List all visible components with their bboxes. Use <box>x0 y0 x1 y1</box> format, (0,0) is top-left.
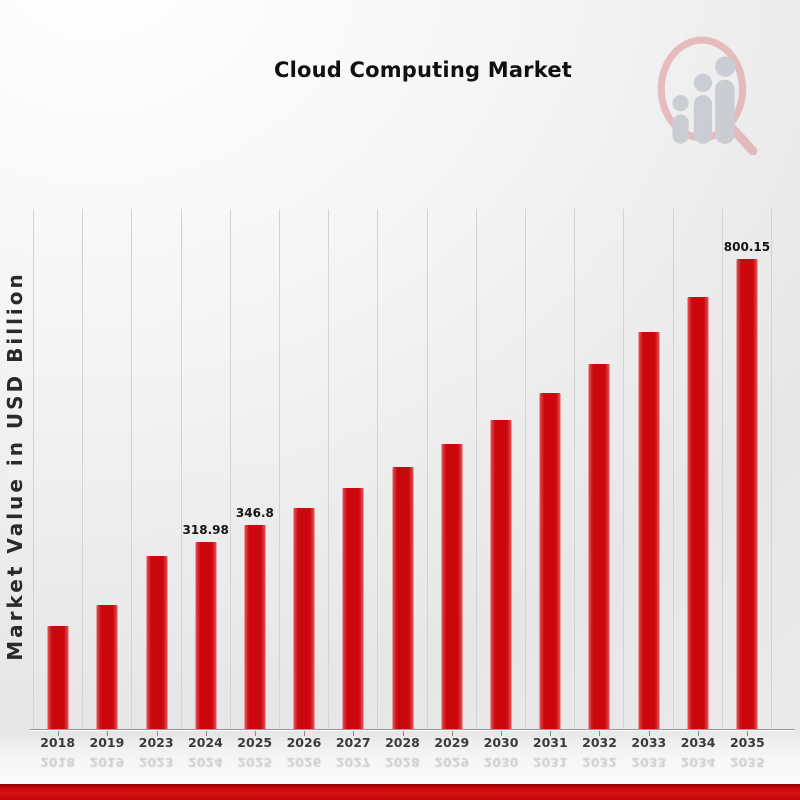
x-axis-tick <box>451 730 453 736</box>
x-axis-tick <box>107 730 109 736</box>
x-axis-label-reflection-2023: 2023 <box>138 755 174 770</box>
bar-2031 <box>539 392 561 729</box>
x-axis-tick <box>746 730 748 736</box>
footer-red-stripe <box>0 784 800 800</box>
x-axis-labels-row: 2018 2019 2023 2024 2025 2026 2027 2028 2029 2030… <box>33 735 772 750</box>
x-axis-label-2032: 2032 <box>582 735 617 750</box>
x-axis-tick <box>648 730 650 736</box>
bar-2033 <box>638 331 660 729</box>
x-axis-tick <box>254 730 256 736</box>
bar-2035 <box>736 259 758 729</box>
category-cell-2018 <box>33 209 82 736</box>
category-cell-2024: 318.98 <box>180 209 230 736</box>
x-axis-labels-reflection-row: 2018 2019 2023 2024 2025 2026 2027 2028 2029 2030… <box>33 755 772 770</box>
bar-2028 <box>392 467 414 729</box>
x-axis-label-2018: 2018 <box>40 735 76 750</box>
category-cell-2027 <box>328 209 377 736</box>
bar-value-label-2035: 800.15 <box>723 240 771 255</box>
x-axis-tick <box>500 730 502 736</box>
x-axis-label-2026: 2026 <box>286 735 322 750</box>
x-axis-label-2019: 2019 <box>89 735 125 750</box>
x-axis-label-reflection-2028: 2028 <box>385 755 420 770</box>
category-cell-2031 <box>525 209 574 736</box>
bar-2032 <box>588 363 610 729</box>
bar-value-label-2025: 346.8 <box>235 506 274 521</box>
x-axis-label-reflection-2019: 2019 <box>89 755 125 770</box>
reflection-band <box>0 737 800 784</box>
x-axis-tick <box>599 730 601 736</box>
bar-2026 <box>293 507 315 729</box>
x-axis-label-reflection-2018: 2018 <box>40 755 76 770</box>
category-cell-2028 <box>377 209 426 736</box>
bar-2029 <box>441 444 463 729</box>
bar-2018 <box>47 626 69 729</box>
x-axis-tick <box>353 730 355 736</box>
x-axis-label-reflection-2033: 2033 <box>631 755 667 770</box>
x-axis-label-2029: 2029 <box>434 735 470 750</box>
x-axis-label-2035: 2035 <box>729 735 765 750</box>
category-cell-2023 <box>131 209 180 736</box>
x-axis-tick <box>205 730 207 736</box>
x-axis-label-2031: 2031 <box>532 735 568 750</box>
x-axis-label-reflection-2030: 2030 <box>483 755 519 770</box>
category-cell-2026 <box>279 209 328 736</box>
x-axis-label-2023: 2023 <box>138 735 174 750</box>
category-cell-2033 <box>623 209 672 736</box>
bar-2025 <box>244 525 266 729</box>
category-cell-2032 <box>574 209 623 736</box>
x-axis-label-reflection-2029: 2029 <box>434 755 470 770</box>
x-axis-label-reflection-2026: 2026 <box>286 755 322 770</box>
magnifier-ring <box>657 36 747 142</box>
bar-2030 <box>490 419 512 729</box>
category-cell-2035: 800.15 <box>721 209 773 736</box>
bar-2019 <box>96 604 118 729</box>
x-axis-label-reflection-2024: 2024 <box>188 755 223 770</box>
x-axis-tick <box>304 730 306 736</box>
bar-2034 <box>687 297 709 729</box>
x-axis-label-2024: 2024 <box>188 735 223 750</box>
x-axis-label-reflection-2027: 2027 <box>335 755 371 770</box>
bar-2023 <box>146 555 167 729</box>
page-title: Cloud Computing Market <box>273 58 573 82</box>
x-axis-tick <box>550 730 552 736</box>
category-cell-2019 <box>82 209 131 736</box>
bar-value-label-2024: 318.98 <box>182 522 229 537</box>
x-axis-tick <box>58 730 60 736</box>
x-axis-label-reflection-2035: 2035 <box>729 755 765 770</box>
x-axis-label-2025: 2025 <box>237 735 273 750</box>
x-axis-tick <box>156 730 158 736</box>
x-axis-label-2034: 2034 <box>680 735 716 750</box>
x-axis-label-reflection-2025: 2025 <box>237 755 273 770</box>
category-cell-2034 <box>672 209 722 736</box>
y-axis-title: Market Value in USD Billion <box>3 271 27 661</box>
x-axis-tick <box>697 730 699 736</box>
bar-2024 <box>195 541 217 729</box>
x-axis-label-reflection-2032: 2032 <box>582 755 617 770</box>
x-axis-label-2028: 2028 <box>385 735 420 750</box>
x-axis-tick <box>402 730 404 736</box>
bar-figures <box>672 56 736 144</box>
x-axis-label-2030: 2030 <box>483 735 519 750</box>
x-axis-label-2027: 2027 <box>335 735 371 750</box>
category-cell-2030 <box>475 209 525 736</box>
x-axis-label-reflection-2031: 2031 <box>532 755 568 770</box>
category-cell-2025: 346.8 <box>229 209 279 736</box>
magnifier-handle <box>727 123 758 155</box>
x-axis-line <box>30 729 795 730</box>
x-axis-label-reflection-2034: 2034 <box>680 755 716 770</box>
magnifier-chart-logo-icon <box>657 36 758 155</box>
bar-2027 <box>342 488 364 729</box>
category-cell-2029 <box>426 209 476 736</box>
x-axis-label-2033: 2033 <box>631 735 667 750</box>
plot-area: 318.98 346.8 800.15 <box>33 209 773 736</box>
